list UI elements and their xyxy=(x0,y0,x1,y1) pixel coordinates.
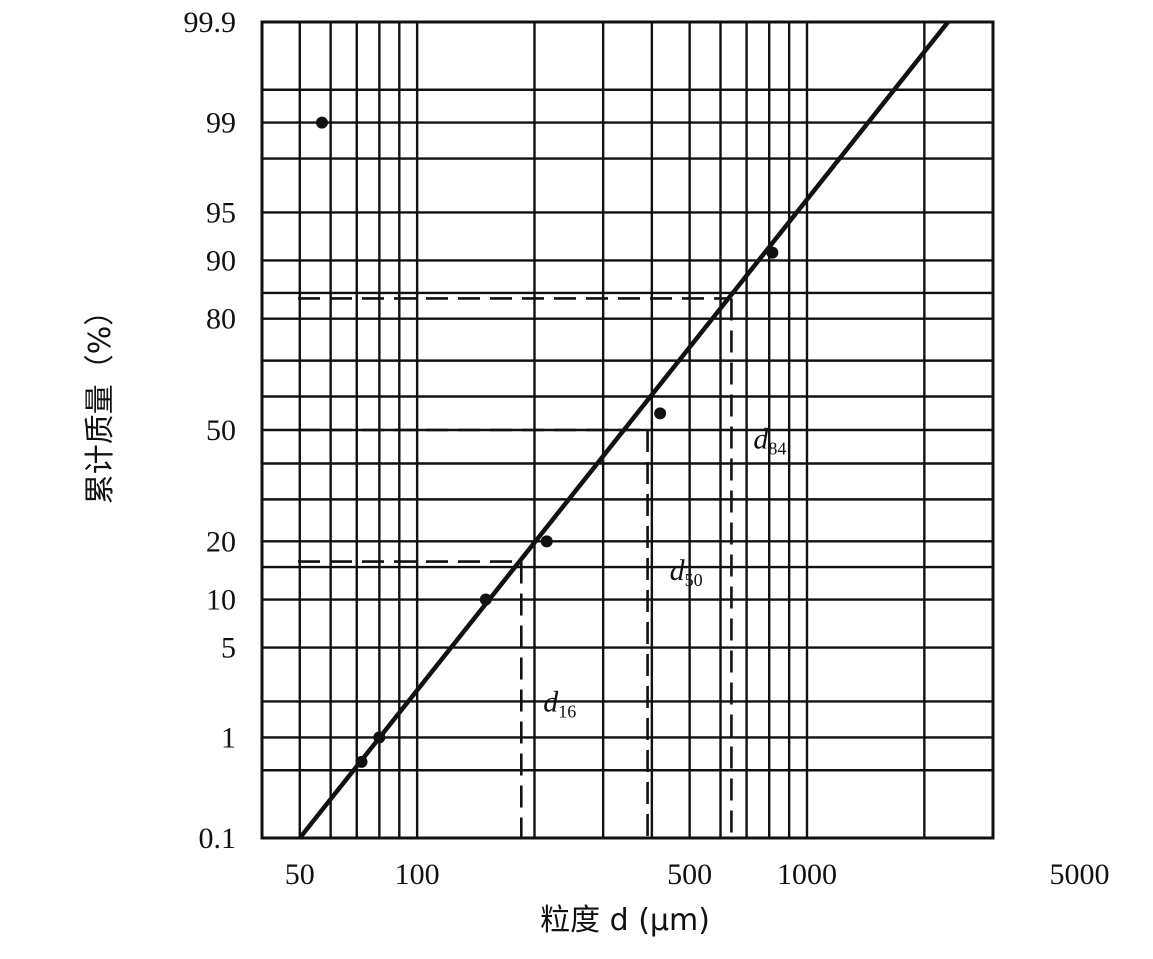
y-tick-labels: 0.1 1 5 10 20 50 80 90 95 99 99.9 xyxy=(184,6,237,855)
y-tick-label: 5 xyxy=(221,632,236,665)
x-tick-label: 5000 xyxy=(1049,858,1109,891)
data-points xyxy=(315,116,779,768)
data-point xyxy=(373,731,386,744)
y-tick-label: 95 xyxy=(206,196,236,229)
y-tick-label: 90 xyxy=(206,244,236,277)
data-point xyxy=(766,246,779,259)
data-point xyxy=(355,755,368,768)
x-tick-label: 100 xyxy=(395,858,440,891)
data-point xyxy=(540,535,553,548)
x-tick-label: 1000 xyxy=(777,858,837,891)
x-tick-label: 500 xyxy=(667,858,712,891)
data-point xyxy=(315,116,328,129)
series-line xyxy=(298,20,950,840)
x-tick-label: 50 xyxy=(285,858,315,891)
fit-line xyxy=(298,20,950,840)
data-point xyxy=(479,593,492,606)
x-tick-labels: 50 100 500 1000 5000 xyxy=(285,858,1110,891)
reference-lines xyxy=(298,297,733,838)
y-axis-title: 累计质量（%） xyxy=(83,296,118,505)
annotation-label: d16 xyxy=(543,686,576,722)
plot-frame xyxy=(260,20,995,840)
plot-border xyxy=(260,20,995,840)
y-tick-label: 0.1 xyxy=(199,822,237,855)
y-tick-label: 20 xyxy=(206,525,236,558)
y-tick-label: 80 xyxy=(206,303,236,336)
data-point xyxy=(654,407,667,420)
y-tick-label: 99 xyxy=(206,107,236,140)
y-tick-label: 10 xyxy=(206,584,236,617)
x-axis-title: 粒度 d (μm) xyxy=(540,903,710,938)
y-tick-label: 99.9 xyxy=(184,6,237,39)
annotation-label: d50 xyxy=(670,554,703,590)
y-tick-label: 1 xyxy=(221,721,236,754)
grid xyxy=(262,22,993,838)
y-tick-label: 50 xyxy=(206,414,236,447)
